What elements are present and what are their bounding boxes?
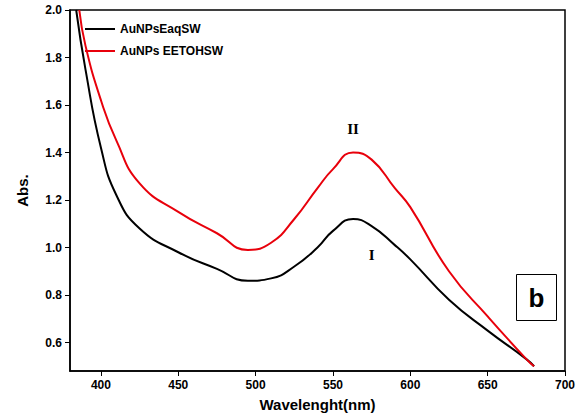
- svg-text:1.6: 1.6: [45, 98, 62, 112]
- svg-text:Wavelenght(nm): Wavelenght(nm): [259, 396, 375, 413]
- svg-text:1.0: 1.0: [45, 241, 62, 255]
- svg-text:II: II: [347, 121, 359, 137]
- svg-text:700: 700: [555, 378, 575, 392]
- svg-text:1.4: 1.4: [45, 146, 62, 160]
- svg-text:AuNPs EETOHSW: AuNPs EETOHSW: [120, 44, 224, 58]
- svg-text:2.0: 2.0: [45, 3, 62, 17]
- svg-text:Abs.: Abs.: [14, 174, 31, 207]
- svg-text:AuNPsEaqSW: AuNPsEaqSW: [120, 22, 201, 36]
- svg-text:650: 650: [478, 378, 498, 392]
- svg-text:500: 500: [246, 378, 266, 392]
- svg-text:1.8: 1.8: [45, 51, 62, 65]
- svg-text:1.2: 1.2: [45, 193, 62, 207]
- svg-text:400: 400: [91, 378, 111, 392]
- svg-text:450: 450: [168, 378, 188, 392]
- svg-text:I: I: [369, 247, 375, 263]
- svg-text:600: 600: [400, 378, 420, 392]
- svg-text:0.6: 0.6: [45, 336, 62, 350]
- svg-text:0.8: 0.8: [45, 288, 62, 302]
- svg-text:550: 550: [323, 378, 343, 392]
- svg-text:b: b: [529, 283, 545, 313]
